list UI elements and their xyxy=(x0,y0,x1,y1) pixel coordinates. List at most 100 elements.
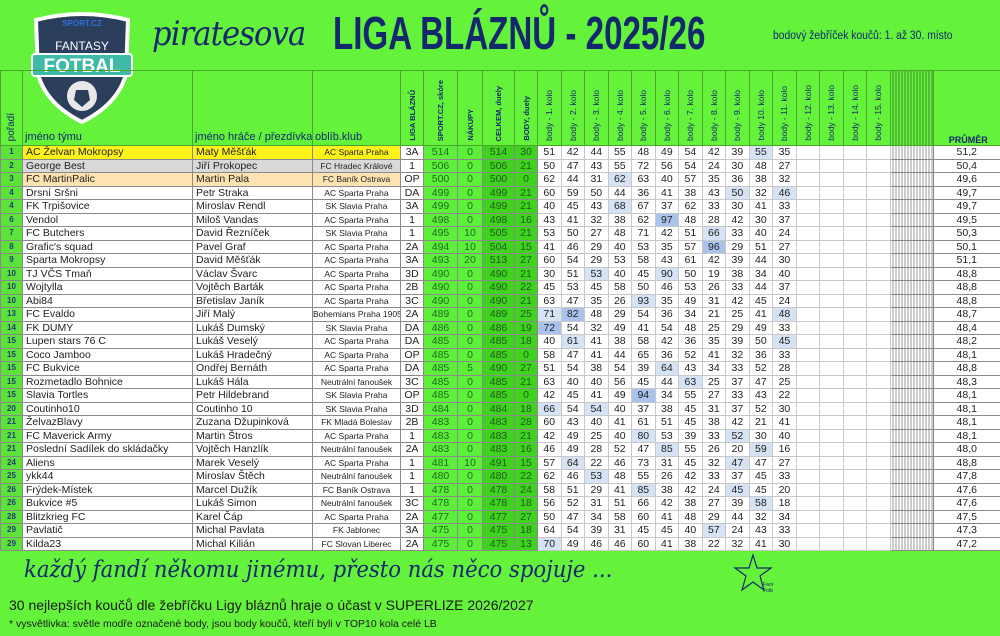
table-row[interactable]: 2 George Best Jiří Prokopec FC Hradec Králo… xyxy=(0,158,1000,173)
sport-score-cell: 475 xyxy=(423,523,458,538)
round-8-cell: 32 xyxy=(701,455,727,470)
table-row[interactable]: 15 Slavia Tortles Petr Hildebrand SK Slavia… xyxy=(0,388,1000,403)
round-12-cell xyxy=(795,361,821,376)
table-row[interactable]: 28 Blitzkrieg FC Karel Čáp AC Sparta Praha 2… xyxy=(0,509,1000,524)
spacer-cell xyxy=(889,523,934,538)
round-13-cell xyxy=(819,415,844,430)
duel-total-cell: 505 xyxy=(482,226,515,241)
table-row[interactable]: 3 FC MartinPalic Martin Pala FC Baník Ostra… xyxy=(0,172,1000,187)
round-14-cell xyxy=(842,536,868,551)
round-10-cell: 47 xyxy=(748,455,774,470)
table-row[interactable]: 29 Pavlatič Michal Pavlata FK Jablonec 3A 475… xyxy=(0,523,1000,538)
round-11-cell: 48 xyxy=(772,307,797,322)
club-cell: Neutrální fanoušek xyxy=(312,374,401,389)
purchases-cell: 0 xyxy=(457,334,483,349)
table-row[interactable]: 9 Sparta Mokropsy David Měšťák AC Sparta Pr… xyxy=(0,253,1000,268)
average-cell: 47,8 xyxy=(932,469,1000,484)
table-row[interactable]: 15 FC Bukvice Ondřej Bernáth AC Sparta Prah… xyxy=(0,361,1000,376)
round-3-cell: 40 xyxy=(584,415,609,430)
liga-cell: 3C xyxy=(400,374,424,389)
round-13-cell xyxy=(819,347,844,362)
duel-points-cell: 15 xyxy=(514,455,538,470)
round-10-cell: 47 xyxy=(748,374,774,389)
round-6-cell: 42 xyxy=(654,334,680,349)
table-row[interactable]: 29 Kilda23 Michal Kilián FC Slovan Liberec 2… xyxy=(0,536,1000,551)
round-11-cell: 33 xyxy=(772,320,797,335)
spacer-cell xyxy=(889,239,934,254)
duel-total-cell: 478 xyxy=(482,482,515,497)
table-row[interactable]: 4 Drsní Sršni Petr Straka AC Sparta Praha DA… xyxy=(0,185,1000,200)
round-9-cell: 39 xyxy=(725,253,750,268)
round-4-cell: 38 xyxy=(607,212,633,227)
table-row[interactable]: 6 Vendol Miloš Vandas AC Sparta Praha 1 498 0 4… xyxy=(0,212,1000,227)
footer-legend: * vysvětlivka: světle modře označené bod… xyxy=(9,618,437,630)
round-12-cell xyxy=(795,307,821,322)
club-cell: SK Slavia Praha xyxy=(312,320,401,335)
round-9-cell: 39 xyxy=(725,496,750,511)
table-row[interactable]: 10 TJ VČS Tmaň Václav Švarc AC Sparta Praha… xyxy=(0,266,1000,281)
table-row[interactable]: 7 FC Butchers David Řezníček SK Slavia Prah… xyxy=(0,226,1000,241)
liga-cell: 2B xyxy=(400,280,424,295)
table-row[interactable]: 26 Frýdek-Místek Marcel Dužík FC Baník Ostr… xyxy=(0,482,1000,497)
rank-cell: 24 xyxy=(0,455,23,470)
round-15-cell xyxy=(866,212,891,227)
round-14-cell xyxy=(842,428,868,443)
round-5-cell: 73 xyxy=(631,455,656,470)
round-13-cell xyxy=(819,374,844,389)
round-6-cell: 45 xyxy=(654,523,680,538)
round-7-cell: 43 xyxy=(678,361,703,376)
rank-cell: 13 xyxy=(0,307,23,322)
round-8-cell: 66 xyxy=(701,226,727,241)
table-row[interactable]: 21 ŽelvazBlavy Zuzana Džupinková FK Mladá B… xyxy=(0,415,1000,430)
round-9-cell: 33 xyxy=(725,280,750,295)
club-cell: Neutrální fanoušek xyxy=(312,442,401,457)
table-row[interactable]: 4 FK Trpišovice Miroslav Rendl SK Slavia Pr… xyxy=(0,199,1000,214)
round-4-cell: 29 xyxy=(607,307,633,322)
table-row[interactable]: 10 Abi84 Břetislav Janík AC Sparta Praha 3C 4… xyxy=(0,293,1000,308)
table-row[interactable]: 20 Coutinho10 Coutinho 10 SK Slavia Praha 3D… xyxy=(0,401,1000,416)
team-name-cell: Rozmetadlo Bohnice xyxy=(22,374,193,389)
round-13-cell xyxy=(819,145,844,160)
round-4-cell: 53 xyxy=(607,253,633,268)
round-2-cell: 61 xyxy=(560,334,586,349)
table-row[interactable]: 26 Bukvice #5 Lukáš Simon Neutrální fanouše… xyxy=(0,496,1000,511)
club-cell: AC Sparta Praha xyxy=(312,293,401,308)
team-name-cell: FK Trpišovice xyxy=(22,199,193,214)
round-15-cell xyxy=(866,469,891,484)
rank-cell: 15 xyxy=(0,374,23,389)
round-4-cell: 68 xyxy=(607,199,633,214)
table-row[interactable]: 1 AC Želvan Mokropsy Maty Měšťák AC Sparta … xyxy=(0,145,1000,160)
round-7-cell: 53 xyxy=(678,280,703,295)
header-player: jméno hráče / přezdívka xyxy=(192,70,313,146)
table-row[interactable]: 14 FK DUMY Lukáš Dumský SK Slavia Praha DA 48… xyxy=(0,320,1000,335)
table-row[interactable]: 21 Poslední Sadílek do skládačky Vojtěch H… xyxy=(0,442,1000,457)
round-3-cell: 27 xyxy=(584,226,609,241)
table-row[interactable]: 21 FC Maverick Army Martin Štros AC Sparta … xyxy=(0,428,1000,443)
round-1-cell: 43 xyxy=(537,212,562,227)
table-row[interactable]: 15 Rozmetadlo Bohnice Lukáš Hála Neutrální … xyxy=(0,374,1000,389)
round-6-cell: 43 xyxy=(654,253,680,268)
round-15-cell xyxy=(866,266,891,281)
round-12-cell xyxy=(795,320,821,335)
round-6-cell: 31 xyxy=(654,455,680,470)
leaderboard-table: pořadí jméno týmu jméno hráče / přezdívka o… xyxy=(0,70,1000,551)
round-5-cell: 39 xyxy=(631,361,656,376)
table-row[interactable]: 15 Lupen stars 76 C Lukáš Veselý AC Sparta … xyxy=(0,334,1000,349)
round-7-cell: 42 xyxy=(678,469,703,484)
table-row[interactable]: 25 ykk44 Miroslav Štěch Neutrální fanoušek 1… xyxy=(0,469,1000,484)
table-row[interactable]: 10 Wojtylla Vojtěch Barták AC Sparta Praha 2… xyxy=(0,280,1000,295)
table-row[interactable]: 13 FC Evaldo Jiří Malý Bohemians Praha 1905… xyxy=(0,307,1000,322)
round-10-cell: 41 xyxy=(748,307,774,322)
table-row[interactable]: 24 Aliens Marek Veselý AC Sparta Praha 1 481 1… xyxy=(0,455,1000,470)
table-row[interactable]: 8 Grafic's squad Pavel Graf AC Sparta Praha… xyxy=(0,239,1000,254)
purchases-cell: 0 xyxy=(457,536,483,551)
duel-points-cell: 21 xyxy=(514,158,538,173)
round-6-cell: 46 xyxy=(654,280,680,295)
table-row[interactable]: 15 Coco Jamboo Lukáš Hradečný AC Sparta Pra… xyxy=(0,347,1000,362)
club-cell: FK Jablonec xyxy=(312,523,401,538)
round-8-cell: 24 xyxy=(701,482,727,497)
duel-total-cell: 490 xyxy=(482,361,515,376)
round-10-cell: 36 xyxy=(748,347,774,362)
player-name-cell: Coutinho 10 xyxy=(192,401,313,416)
round-7-cell: 61 xyxy=(678,253,703,268)
